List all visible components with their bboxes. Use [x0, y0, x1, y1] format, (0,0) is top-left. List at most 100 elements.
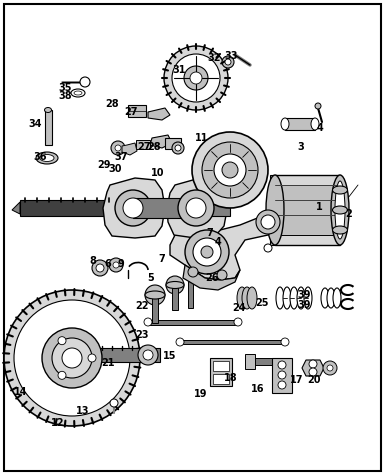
Circle shape	[143, 350, 153, 360]
Ellipse shape	[242, 287, 252, 309]
Circle shape	[315, 103, 321, 109]
Bar	[275, 175, 340, 245]
Circle shape	[188, 267, 198, 277]
Ellipse shape	[281, 118, 289, 130]
Bar	[275, 185, 340, 235]
Bar	[148, 320, 238, 325]
Text: 30: 30	[109, 163, 122, 174]
Circle shape	[234, 318, 242, 326]
Circle shape	[58, 371, 66, 380]
Bar	[180, 340, 285, 344]
Circle shape	[222, 162, 238, 178]
Polygon shape	[270, 175, 275, 245]
Circle shape	[264, 244, 272, 252]
Circle shape	[145, 285, 165, 305]
Text: 11: 11	[195, 133, 209, 143]
Circle shape	[222, 56, 234, 68]
Circle shape	[190, 72, 202, 84]
Text: 6: 6	[104, 258, 111, 269]
Text: 16: 16	[251, 384, 265, 395]
Circle shape	[172, 54, 220, 102]
Text: 24: 24	[232, 303, 246, 313]
Circle shape	[14, 300, 130, 416]
Ellipse shape	[166, 282, 184, 288]
Text: 32: 32	[207, 53, 221, 63]
Text: 1: 1	[316, 201, 323, 212]
Circle shape	[96, 264, 104, 272]
Text: 7: 7	[206, 228, 213, 238]
Polygon shape	[150, 135, 172, 148]
Text: 3: 3	[297, 142, 304, 152]
Bar	[165, 138, 181, 149]
Circle shape	[80, 77, 90, 87]
Polygon shape	[170, 215, 278, 280]
Bar	[285, 118, 315, 130]
Text: 39: 39	[297, 290, 311, 301]
Circle shape	[58, 337, 66, 345]
Text: 31: 31	[172, 65, 186, 76]
Circle shape	[214, 154, 246, 186]
Text: 29: 29	[97, 160, 111, 171]
Bar	[213, 361, 229, 371]
Bar	[172, 285, 178, 310]
Text: 9: 9	[118, 258, 125, 269]
Text: 28: 28	[105, 98, 119, 109]
Circle shape	[144, 318, 152, 326]
Text: 15: 15	[162, 351, 176, 361]
Text: 19: 19	[193, 389, 207, 399]
Circle shape	[202, 142, 258, 198]
Bar	[136, 140, 150, 149]
Circle shape	[115, 145, 121, 151]
Ellipse shape	[333, 206, 348, 214]
Text: 39: 39	[297, 300, 311, 310]
Bar	[100, 348, 160, 362]
Text: 4: 4	[316, 123, 323, 133]
Text: 18: 18	[224, 372, 238, 383]
Text: 35: 35	[59, 83, 72, 93]
Circle shape	[261, 215, 275, 229]
Ellipse shape	[327, 288, 335, 308]
Polygon shape	[302, 360, 324, 376]
Bar	[20, 200, 135, 216]
Ellipse shape	[45, 107, 52, 113]
Text: 22: 22	[136, 301, 149, 312]
Text: 17: 17	[290, 375, 303, 385]
Polygon shape	[148, 108, 170, 120]
Ellipse shape	[40, 154, 54, 162]
Bar	[245, 354, 255, 369]
Circle shape	[176, 338, 184, 346]
Bar	[213, 374, 229, 384]
Circle shape	[256, 210, 280, 234]
Text: 25: 25	[255, 298, 269, 308]
Ellipse shape	[276, 287, 284, 309]
Ellipse shape	[71, 89, 85, 97]
Text: 12: 12	[51, 418, 65, 428]
Text: 5: 5	[147, 273, 154, 283]
Ellipse shape	[333, 226, 348, 234]
Bar	[188, 280, 193, 308]
Bar	[200, 200, 230, 216]
Text: 7: 7	[158, 254, 165, 264]
Text: 14: 14	[14, 387, 28, 397]
Polygon shape	[167, 178, 227, 238]
Text: 33: 33	[224, 51, 238, 61]
Circle shape	[166, 276, 184, 294]
Circle shape	[278, 371, 286, 379]
Ellipse shape	[266, 175, 284, 245]
Circle shape	[52, 338, 92, 378]
Ellipse shape	[331, 175, 349, 245]
Ellipse shape	[333, 288, 341, 308]
Circle shape	[225, 59, 231, 65]
Text: 26: 26	[205, 273, 219, 283]
Circle shape	[111, 141, 125, 155]
Circle shape	[193, 238, 221, 266]
Circle shape	[92, 260, 108, 276]
Circle shape	[192, 132, 268, 208]
Circle shape	[110, 399, 118, 407]
Ellipse shape	[290, 287, 298, 309]
Bar	[272, 358, 292, 393]
Circle shape	[175, 145, 181, 151]
Text: 4: 4	[214, 237, 221, 247]
Ellipse shape	[335, 181, 345, 239]
Polygon shape	[103, 178, 165, 238]
